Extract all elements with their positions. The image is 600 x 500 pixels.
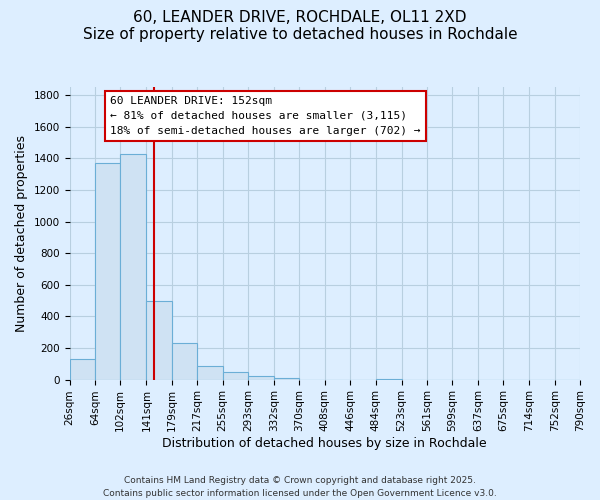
Y-axis label: Number of detached properties: Number of detached properties [15,135,28,332]
Text: 60 LEANDER DRIVE: 152sqm
← 81% of detached houses are smaller (3,115)
18% of sem: 60 LEANDER DRIVE: 152sqm ← 81% of detach… [110,96,421,136]
Bar [274,378,299,380]
Text: 60, LEANDER DRIVE, ROCHDALE, OL11 2XD
Size of property relative to detached hous: 60, LEANDER DRIVE, ROCHDALE, OL11 2XD Si… [83,10,517,42]
Text: Contains HM Land Registry data © Crown copyright and database right 2025.
Contai: Contains HM Land Registry data © Crown c… [103,476,497,498]
Bar [172,344,197,380]
Bar [95,163,121,380]
Bar [121,154,146,380]
Bar [197,366,223,380]
Bar [248,376,274,380]
Bar [376,379,401,380]
Bar [146,300,172,380]
X-axis label: Distribution of detached houses by size in Rochdale: Distribution of detached houses by size … [163,437,487,450]
Bar [223,372,248,380]
Bar [70,359,95,380]
